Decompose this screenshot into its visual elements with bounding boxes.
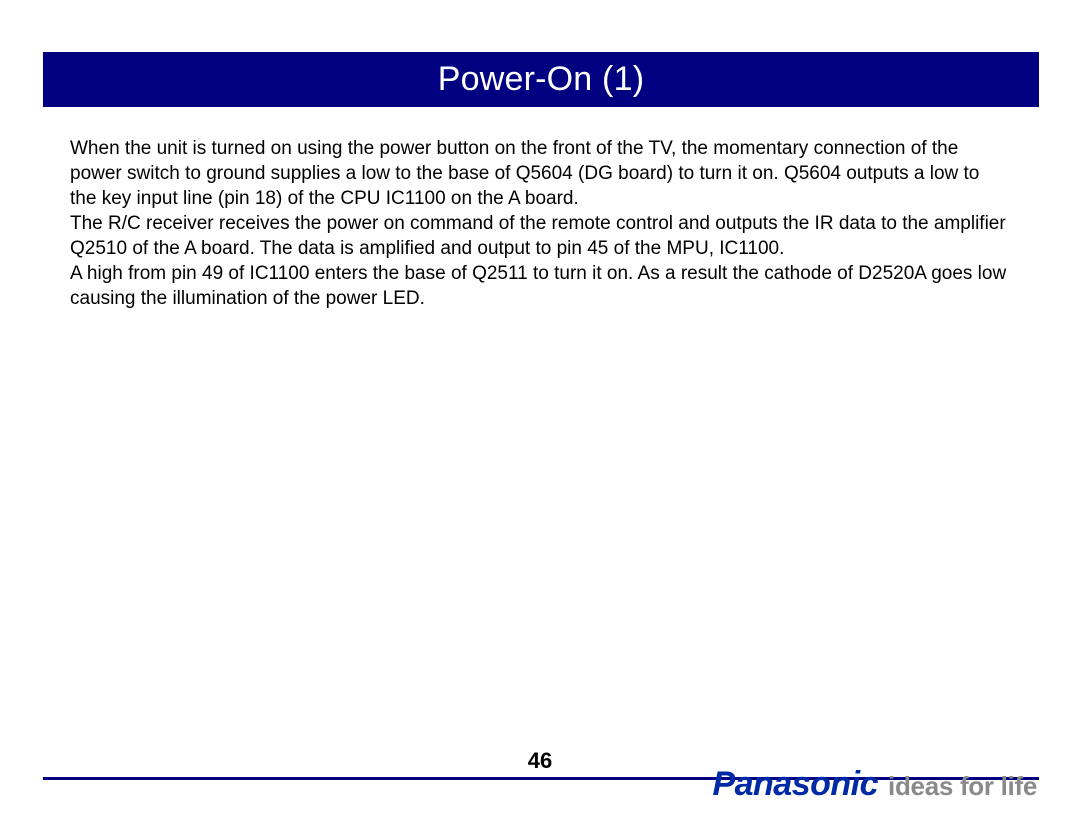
- slide-title: Power-On (1): [438, 60, 644, 99]
- paragraph: When the unit is turned on using the pow…: [70, 136, 1010, 211]
- paragraph: The R/C receiver receives the power on c…: [70, 211, 1010, 261]
- paragraph: A high from pin 49 of IC1100 enters the …: [70, 261, 1010, 311]
- brand-block: Panasonic ideas for life: [712, 765, 1037, 804]
- brand-logo-text: Panasonic: [712, 765, 878, 804]
- title-bar: Power-On (1): [43, 52, 1039, 107]
- body-text: When the unit is turned on using the pow…: [70, 136, 1010, 311]
- brand-tagline: ideas for life: [888, 771, 1037, 802]
- slide: Power-On (1) When the unit is turned on …: [0, 0, 1080, 834]
